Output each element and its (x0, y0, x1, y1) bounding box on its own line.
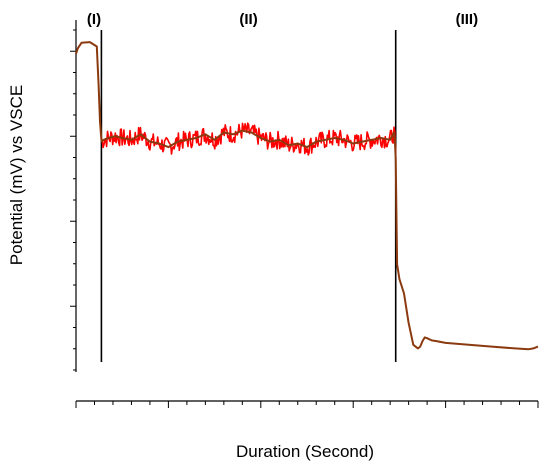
x-axis-title: Duration (Second) (236, 442, 374, 461)
region-label: (I) (87, 11, 101, 28)
region-label: (III) (456, 11, 479, 28)
y-axis-title: Potential (mV) vs VSCE (7, 85, 26, 265)
region-label: (II) (239, 11, 257, 28)
series-layer (75, 41, 539, 351)
series-line (75, 41, 539, 351)
region-labels: (I) (II) (III) (87, 11, 478, 28)
region-dividers (100, 30, 397, 362)
chart-axes (70, 20, 539, 408)
